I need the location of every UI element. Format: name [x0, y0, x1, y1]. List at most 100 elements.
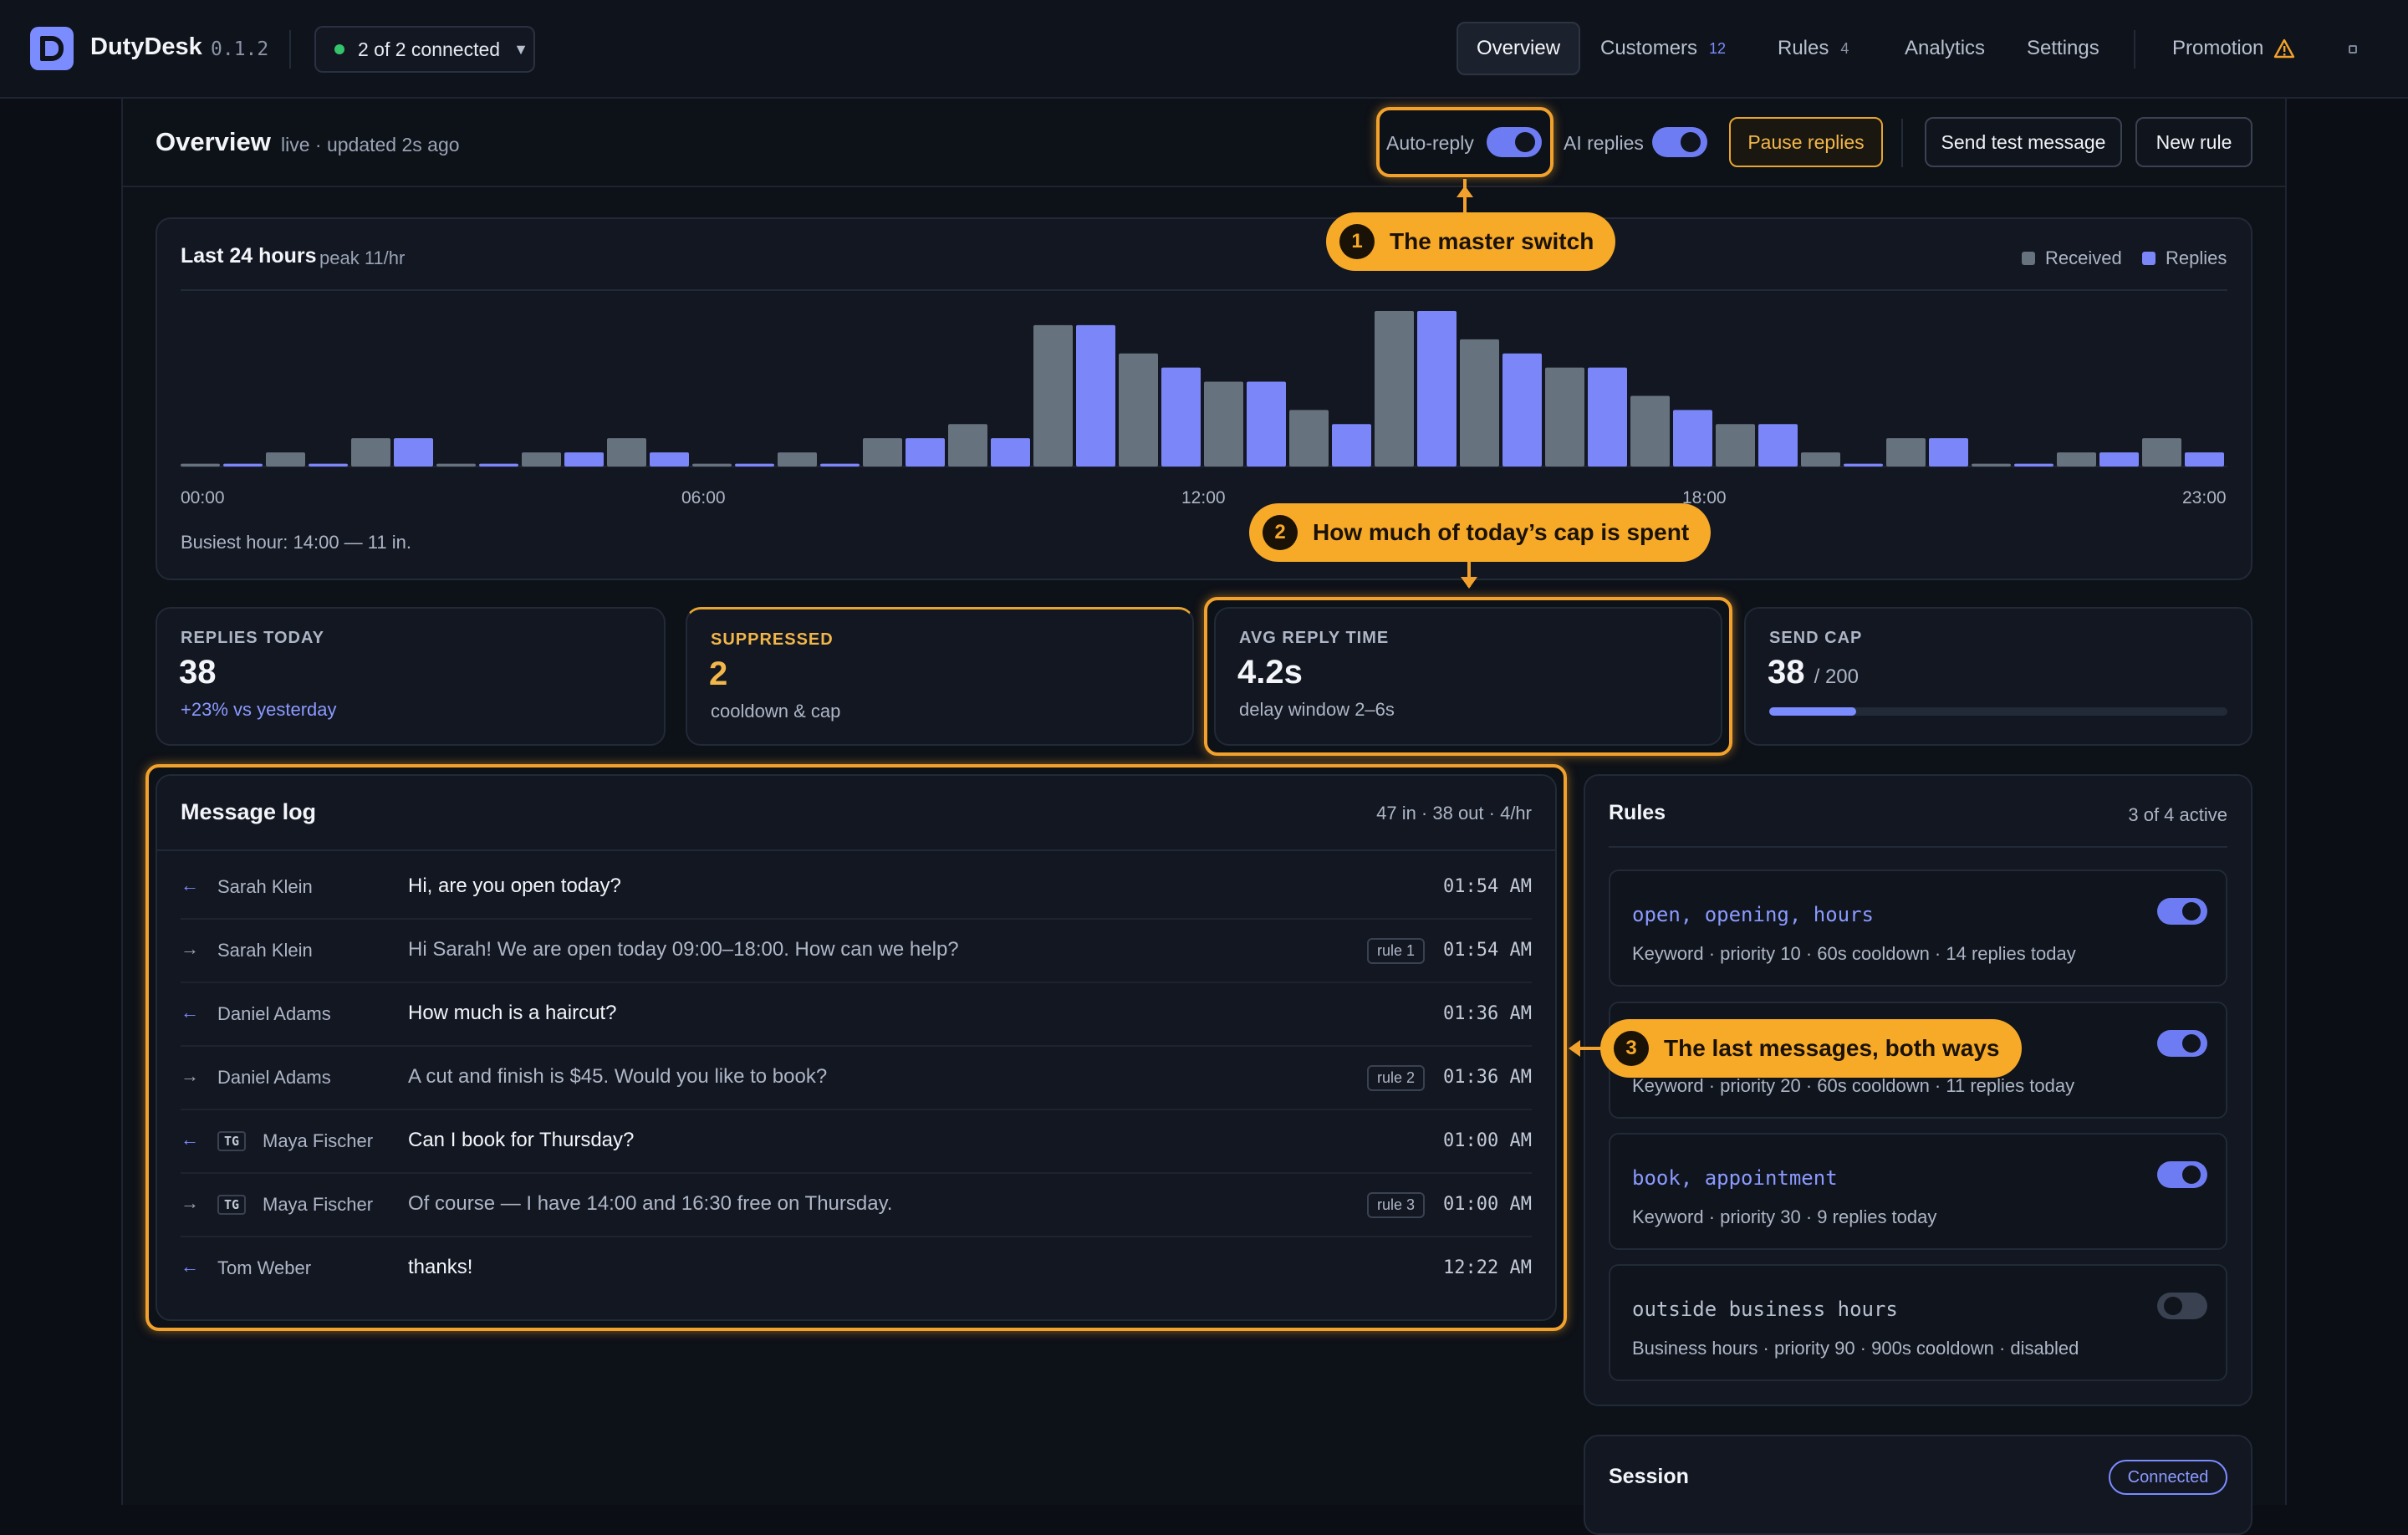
bar-received-21:00[interactable]	[1972, 463, 2011, 467]
message-row[interactable]: → Daniel Adams A cut and finish is $45. Wo…	[181, 1047, 1532, 1110]
bar-received-06:00[interactable]	[692, 463, 732, 467]
bar-replies-04:00[interactable]	[564, 452, 604, 467]
bar-replies-20:00[interactable]	[1929, 438, 1968, 467]
ai-replies-toggle[interactable]	[1652, 127, 1707, 157]
outgoing-arrow-icon: →	[181, 1192, 199, 1213]
bar-replies-18:00[interactable]	[1758, 424, 1798, 467]
rule-description: Keyword · priority 10 · 60s cooldown · 1…	[1632, 943, 2076, 964]
bar-replies-05:00[interactable]	[650, 452, 689, 467]
rule-tag[interactable]: rule 2	[1366, 1065, 1425, 1091]
telegram-badge: TG	[217, 1131, 247, 1151]
app-logo[interactable]	[30, 27, 74, 70]
auto-reply-toggle[interactable]	[1487, 127, 1542, 157]
message-row[interactable]: → TG Maya Fischer Of course — I have 14:00 …	[181, 1174, 1532, 1237]
callout-text: The last messages, both ways	[1664, 1035, 2000, 1061]
warning-icon	[2274, 38, 2295, 59]
chart-peak: peak 11/hr	[319, 247, 406, 268]
bar-received-22:00[interactable]	[2057, 452, 2096, 467]
bar-received-00:00[interactable]	[181, 463, 220, 467]
tab-promotion-label: Promotion	[2172, 37, 2264, 59]
bar-replies-03:00[interactable]	[479, 463, 518, 467]
bar-replies-10:00[interactable]	[1076, 324, 1115, 467]
bar-received-23:00[interactable]	[2142, 438, 2181, 467]
bar-replies-09:00[interactable]	[991, 438, 1030, 467]
tab-promotion[interactable]: Promotion	[2154, 22, 2314, 75]
bar-received-14:00[interactable]	[1375, 311, 1414, 467]
bar-replies-19:00[interactable]	[1844, 463, 1883, 467]
bar-received-13:00[interactable]	[1289, 410, 1329, 467]
rule-description: Business hours · priority 90 · 900s cool…	[1632, 1338, 2079, 1359]
bar-replies-15:00[interactable]	[1502, 353, 1542, 467]
rule-enabled-toggle[interactable]	[2157, 898, 2207, 925]
new-rule-label: New rule	[2155, 130, 2232, 153]
bar-replies-16:00[interactable]	[1588, 367, 1627, 467]
stat-trend: +23% vs yesterday	[181, 699, 337, 720]
bar-received-01:00[interactable]	[266, 452, 305, 467]
bar-replies-17:00[interactable]	[1673, 410, 1712, 467]
bar-received-17:00[interactable]	[1630, 395, 1670, 467]
message-row[interactable]: ← Tom Weber thanks! 12:22 AM	[181, 1237, 1532, 1301]
bar-received-10:00[interactable]	[1033, 324, 1073, 467]
rule-enabled-toggle[interactable]	[2157, 1161, 2207, 1188]
message-row[interactable]: ← Daniel Adams How much is a haircut? 01:36…	[181, 983, 1532, 1047]
bar-replies-22:00[interactable]	[2099, 452, 2139, 467]
bar-received-08:00[interactable]	[863, 438, 902, 467]
bar-replies-21:00[interactable]	[2014, 463, 2053, 467]
tab-settings[interactable]: Settings	[2008, 22, 2118, 75]
pause-replies-button[interactable]: Pause replies	[1729, 117, 1883, 167]
legend-replies-label: Replies	[2166, 247, 2227, 268]
bar-replies-11:00[interactable]	[1161, 367, 1201, 467]
bar-received-19:00[interactable]	[1801, 452, 1840, 467]
rule-card[interactable]: open, opening, hours Keyword · priority …	[1609, 869, 2227, 987]
rule-tag[interactable]: rule 3	[1366, 1192, 1425, 1218]
bar-replies-14:00[interactable]	[1417, 311, 1457, 467]
rule-enabled-toggle[interactable]	[2157, 1030, 2207, 1057]
tab-overview[interactable]: Overview	[1457, 22, 1581, 75]
tab-rules[interactable]: Rules 4	[1759, 22, 1867, 75]
send-test-message-button[interactable]: Send test message	[1925, 117, 2122, 167]
bar-received-18:00[interactable]	[1716, 424, 1755, 467]
tab-customers[interactable]: Customers 12	[1582, 22, 1744, 75]
bar-received-07:00[interactable]	[778, 452, 817, 467]
message-time: 01:36 AM	[1443, 1003, 1532, 1024]
rule-enabled-toggle[interactable]	[2157, 1293, 2207, 1319]
send-cap-max: / 200	[1814, 666, 1860, 688]
bar-received-15:00[interactable]	[1460, 339, 1499, 467]
bar-replies-06:00[interactable]	[735, 463, 774, 467]
message-row[interactable]: ← TG Maya Fischer Can I book for Thursday? 0…	[181, 1110, 1532, 1174]
bar-replies-07:00[interactable]	[820, 463, 860, 467]
tab-settings-label: Settings	[2027, 37, 2099, 59]
bar-replies-00:00[interactable]	[223, 463, 263, 467]
message-row[interactable]: ← Sarah Klein Hi, are you open today? 01:54…	[181, 856, 1532, 920]
bar-received-16:00[interactable]	[1545, 367, 1584, 467]
bar-received-20:00[interactable]	[1886, 438, 1926, 467]
bar-received-11:00[interactable]	[1119, 353, 1158, 467]
window-icon[interactable]	[2349, 45, 2357, 54]
bar-received-05:00[interactable]	[607, 438, 646, 467]
tab-analytics[interactable]: Analytics	[1886, 22, 2003, 75]
bar-received-03:00[interactable]	[436, 463, 476, 467]
bar-replies-08:00[interactable]	[906, 438, 945, 467]
rule-card[interactable]: book, appointment Keyword · priority 30 …	[1609, 1133, 2227, 1250]
legend-replies: Replies	[2142, 247, 2227, 269]
rule-card[interactable]: outside business hours Business hours · …	[1609, 1264, 2227, 1381]
incoming-arrow-icon: ←	[181, 875, 199, 895]
bar-received-04:00[interactable]	[522, 452, 561, 467]
status-dot-icon	[334, 44, 344, 54]
bar-replies-12:00[interactable]	[1247, 381, 1286, 467]
bar-replies-02:00[interactable]	[394, 438, 433, 467]
connection-dropdown[interactable]: 2 of 2 connected ▼	[314, 26, 535, 73]
divider	[289, 30, 291, 69]
rule-tag[interactable]: rule 1	[1366, 938, 1425, 964]
bar-received-02:00[interactable]	[351, 438, 390, 467]
bar-received-09:00[interactable]	[948, 424, 987, 467]
bar-received-12:00[interactable]	[1204, 381, 1243, 467]
message-text: Can I book for Thursday?	[408, 1129, 635, 1151]
bar-replies-01:00[interactable]	[309, 463, 348, 467]
bar-replies-13:00[interactable]	[1332, 424, 1371, 467]
bar-replies-23:00[interactable]	[2185, 452, 2224, 467]
message-sender: Maya Fischer	[263, 1130, 374, 1151]
new-rule-button[interactable]: New rule	[2135, 117, 2252, 167]
message-row[interactable]: → Sarah Klein Hi Sarah! We are open today …	[181, 920, 1532, 983]
stat-value: 4.2s	[1237, 654, 1303, 691]
